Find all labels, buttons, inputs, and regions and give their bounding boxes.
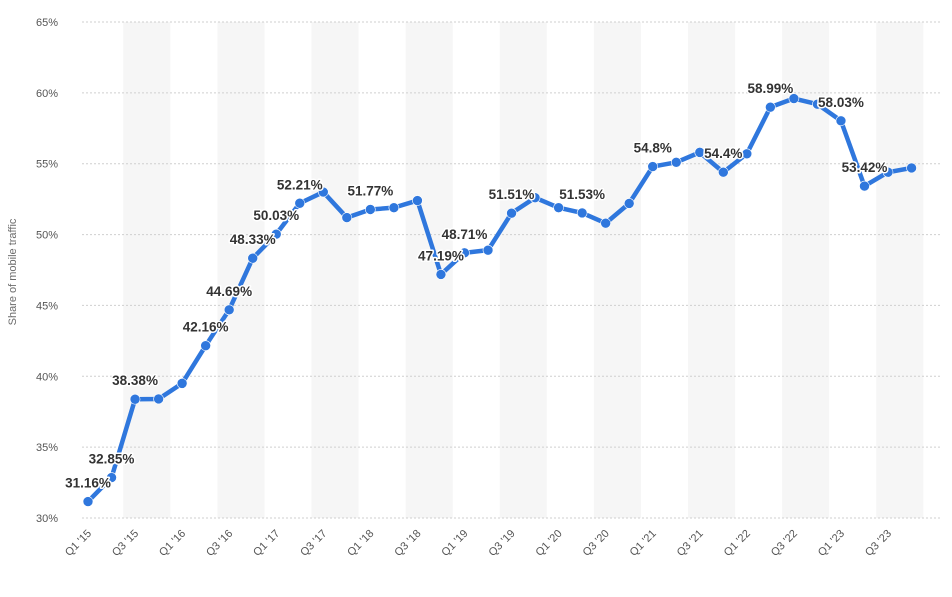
- x-tick-label: Q3 '22: [769, 528, 800, 559]
- x-tick-label: Q3 '23: [863, 528, 894, 559]
- x-tick-label: Q1 '23: [816, 528, 847, 559]
- data-point: [294, 197, 306, 209]
- data-point: [529, 192, 541, 204]
- data-point: [694, 147, 706, 158]
- x-tick-label: Q1 '18: [345, 528, 376, 559]
- x-tick-label: Q3 '17: [298, 528, 329, 559]
- data-label: 47.19%: [418, 248, 464, 263]
- data-label: 51.77%: [347, 183, 393, 198]
- data-point: [270, 228, 282, 240]
- data-point: [317, 186, 329, 198]
- data-point: [482, 244, 494, 256]
- data-label: 44.69%: [206, 284, 252, 299]
- column-band: [499, 22, 547, 518]
- data-point: [200, 340, 211, 351]
- data-point: [176, 378, 188, 389]
- data-label: 51.53%: [559, 187, 605, 202]
- data-point: [576, 207, 588, 219]
- data-label: 42.16%: [183, 320, 229, 335]
- x-tick-label: Q3 '18: [392, 528, 423, 559]
- data-label: 31.16%: [65, 476, 111, 491]
- data-point: [553, 202, 564, 213]
- data-point: [247, 252, 259, 264]
- data-point: [365, 204, 376, 215]
- data-label: 38.38%: [112, 373, 158, 388]
- x-tick-label: Q3 '20: [581, 528, 612, 559]
- data-label: 48.33%: [230, 232, 276, 247]
- x-tick-label: Q1 '19: [439, 528, 470, 559]
- data-point: [412, 195, 423, 206]
- y-tick-label: 35%: [36, 442, 58, 454]
- column-band: [123, 22, 171, 518]
- y-tick-label: 50%: [36, 230, 58, 242]
- data-label: 53.42%: [842, 160, 888, 175]
- x-tick-label: Q1 '22: [722, 528, 753, 559]
- x-tick-label: Q1 '21: [628, 528, 659, 559]
- y-tick-label: 30%: [36, 513, 58, 525]
- data-label: 32.85%: [89, 452, 135, 467]
- y-tick-label: 45%: [36, 300, 58, 312]
- data-point: [670, 156, 682, 168]
- data-label: 58.99%: [747, 81, 793, 96]
- data-point: [82, 496, 94, 507]
- data-point: [718, 166, 729, 178]
- data-point: [129, 393, 141, 405]
- data-point: [788, 93, 800, 104]
- data-point: [506, 207, 517, 219]
- x-tick-label: Q1 '20: [534, 528, 565, 559]
- column-band: [876, 22, 924, 518]
- data-point: [388, 202, 400, 213]
- data-point: [459, 247, 470, 259]
- column-band: [311, 22, 359, 518]
- data-point: [600, 217, 611, 229]
- data-point: [153, 393, 164, 405]
- data-point: [647, 161, 659, 172]
- x-tick-label: Q3 '15: [110, 528, 141, 559]
- y-tick-label: 65%: [36, 17, 58, 29]
- data-point: [623, 198, 635, 209]
- x-tick-label: Q3 '19: [486, 528, 517, 559]
- data-label: 54.4%: [704, 146, 742, 161]
- x-tick-label: Q1 '16: [157, 528, 188, 559]
- data-label: 51.51%: [489, 187, 535, 202]
- x-tick-label: Q3 '21: [675, 528, 706, 559]
- x-axis-ticks: Q1 '15 Q3 '15 Q1 '16 Q3 '16 Q1 '17 Q3 '17 Q1 '…: [63, 528, 894, 559]
- y-axis-label: Share of mobile traffic: [7, 218, 19, 325]
- data-point: [835, 115, 847, 127]
- data-point: [765, 101, 776, 113]
- data-label: 50.03%: [253, 208, 299, 223]
- data-label: 52.21%: [277, 177, 323, 192]
- y-tick-label: 40%: [36, 371, 58, 383]
- data-point: [741, 148, 753, 160]
- data-point: [341, 212, 353, 223]
- column-band: [217, 22, 265, 518]
- y-tick-label: 55%: [36, 159, 58, 171]
- data-point: [906, 162, 917, 174]
- column-bands: [123, 22, 924, 518]
- x-tick-label: Q3 '16: [204, 528, 235, 559]
- x-tick-label: Q1 '17: [251, 528, 282, 559]
- data-point: [882, 166, 894, 178]
- data-point: [812, 98, 823, 110]
- data-label: 54.8%: [634, 141, 672, 156]
- data-point: [106, 472, 117, 483]
- column-band: [593, 22, 641, 518]
- data-point: [859, 180, 870, 192]
- data-labels: 31.16% 32.85% 38.38% 42.16% 44.69% 48.33% 50.0…: [64, 80, 889, 492]
- y-axis-ticks: 30% 35% 40% 45% 50% 55% 60% 65%: [36, 17, 58, 525]
- data-point: [223, 304, 235, 316]
- x-tick-label: Q1 '15: [63, 528, 94, 559]
- column-band: [688, 22, 736, 518]
- data-points: [82, 93, 917, 507]
- y-tick-label: 60%: [36, 88, 58, 100]
- data-point: [435, 269, 447, 280]
- data-label: 48.71%: [442, 227, 488, 242]
- data-label: 58.03%: [818, 95, 864, 110]
- gridlines: [82, 21, 942, 519]
